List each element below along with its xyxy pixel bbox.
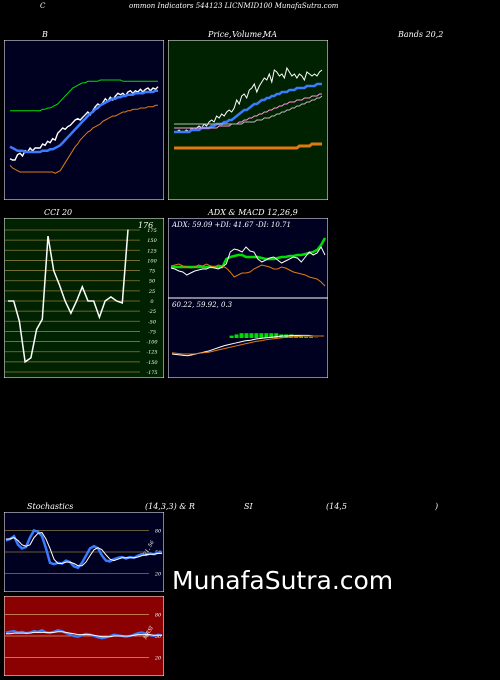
adx-macd-label: ADX & MACD 12,26,9 bbox=[208, 208, 298, 217]
macd-histogram-bar bbox=[264, 333, 269, 338]
price-ma-panel bbox=[167, 39, 329, 201]
macd-histogram-bar bbox=[239, 333, 244, 338]
rsi-mrsi-line bbox=[6, 631, 162, 638]
cci-tick-label: -125 bbox=[146, 350, 157, 356]
price-label: Price, bbox=[208, 30, 232, 39]
rsi-params-label: (14,5 bbox=[326, 502, 347, 511]
price-ma-ma-1-line bbox=[174, 82, 322, 134]
cci-tick-label: -25 bbox=[148, 309, 156, 315]
cci-tick-label: 125 bbox=[147, 248, 157, 254]
rsi-panel: 80 50 20 MRSI bbox=[3, 595, 165, 677]
stochastics-tick-label: 80 bbox=[155, 528, 162, 534]
macd-histogram-bar bbox=[274, 333, 279, 338]
bollinger-lower-band-line bbox=[9, 104, 158, 174]
volume-label: Volume, bbox=[232, 30, 265, 39]
cci-tick-label: 75 bbox=[149, 269, 155, 275]
price-ma-frame bbox=[167, 39, 329, 201]
stochastics-d-line bbox=[6, 532, 162, 567]
macd-histogram-bar bbox=[269, 333, 274, 338]
bollinger-panel bbox=[3, 39, 165, 201]
stochastics-k-line bbox=[5, 528, 163, 570]
bollinger-price-line bbox=[9, 86, 159, 161]
rsi-tick-label: 50 bbox=[155, 634, 162, 640]
cci-tick-label: -175 bbox=[146, 370, 157, 376]
ma-label: MA bbox=[263, 30, 277, 39]
macd-chart: 60.22, 59.92, 0.3 bbox=[167, 297, 329, 379]
bollinger-upper-band-line bbox=[10, 79, 158, 112]
adx-panel: ADX: 59.09 +DI: 41.67 -DI: 10.71 bbox=[167, 217, 329, 299]
macd-histogram-bar bbox=[229, 335, 234, 338]
cci-label: CCI 20 bbox=[44, 208, 73, 217]
cci-line bbox=[8, 229, 129, 364]
rsi-close-label: ) bbox=[435, 502, 439, 511]
macd-signal-line bbox=[171, 335, 324, 355]
macd-histogram-bar bbox=[299, 335, 304, 338]
macd-histogram-bar bbox=[249, 333, 254, 338]
cci-tick-label: 0 bbox=[150, 299, 154, 305]
cci-tick-label: 100 bbox=[147, 258, 157, 264]
adx-chart: ADX: 59.09 +DI: 41.67 -DI: 10.71 bbox=[167, 217, 329, 299]
cci-frame bbox=[3, 217, 165, 379]
cci-tick-label: 175 bbox=[147, 228, 157, 234]
cci-tick-label: -150 bbox=[146, 360, 158, 366]
stoch-params-label: (14,3,3) & R bbox=[145, 502, 195, 511]
stochastics-tick-label: 20 bbox=[154, 572, 162, 578]
header-initial: C bbox=[40, 2, 46, 10]
watermark-text: MunafaSutra.com bbox=[172, 566, 394, 595]
rsi-si-label: SI bbox=[244, 502, 253, 511]
adx-minus-di-line bbox=[170, 263, 326, 287]
bollinger-middle-band-line bbox=[9, 89, 158, 154]
bands-label: Bands 20,2 bbox=[398, 30, 444, 39]
macd-histogram-bar bbox=[309, 336, 314, 338]
price-ma-volume-ma-line bbox=[174, 142, 322, 150]
adx-title: ADX: 59.09 +DI: 41.67 -DI: 10.71 bbox=[171, 221, 291, 229]
cci-tick-label: 150 bbox=[147, 238, 157, 244]
cci-panel: 175 150 125 100 75 50 25 0 -25 -50 -75 -100 -125 -150… bbox=[3, 217, 165, 379]
macd-panel: 60.22, 59.92, 0.3 bbox=[167, 297, 329, 379]
cci-tick-label: -75 bbox=[148, 329, 156, 335]
bb-label-left: B bbox=[42, 30, 48, 39]
price-ma-ma-2-line bbox=[174, 93, 322, 129]
rsi-tick-label: 80 bbox=[155, 612, 162, 618]
cci-tick-label: 50 bbox=[149, 279, 156, 285]
stochastics-panel: 80 50 20 21, 56 bbox=[3, 511, 165, 593]
macd-title: 60.22, 59.92, 0.3 bbox=[172, 301, 233, 309]
rsi-tick-label: 20 bbox=[154, 656, 162, 662]
cci-last-value-label: 176 bbox=[138, 221, 153, 230]
bollinger-chart bbox=[3, 39, 165, 201]
cci-tick-label: 25 bbox=[148, 289, 155, 295]
macd-histogram-bar bbox=[304, 336, 309, 338]
adx-adx-line bbox=[171, 237, 327, 269]
price-ma-chart bbox=[167, 39, 329, 201]
macd-histogram-bar bbox=[259, 333, 264, 338]
header-title: ommon Indicators 544123 LICNMID100 Munaf… bbox=[129, 2, 339, 10]
stoch-label: Stochastics bbox=[27, 502, 74, 511]
macd-histogram-bar bbox=[234, 334, 239, 338]
macd-histogram-bar bbox=[254, 333, 259, 338]
adx-plus-di-line bbox=[170, 245, 326, 276]
cci-tick-label: -100 bbox=[146, 340, 158, 346]
price-ma-price-line bbox=[174, 66, 323, 133]
cci-chart: 175 150 125 100 75 50 25 0 -25 -50 -75 -100 -125 -150… bbox=[3, 217, 165, 379]
cci-tick-label: -50 bbox=[148, 319, 157, 325]
macd-histogram-bar bbox=[289, 334, 294, 338]
price-ma-ma-3-line bbox=[174, 95, 323, 125]
macd-histogram-bar bbox=[244, 333, 249, 338]
